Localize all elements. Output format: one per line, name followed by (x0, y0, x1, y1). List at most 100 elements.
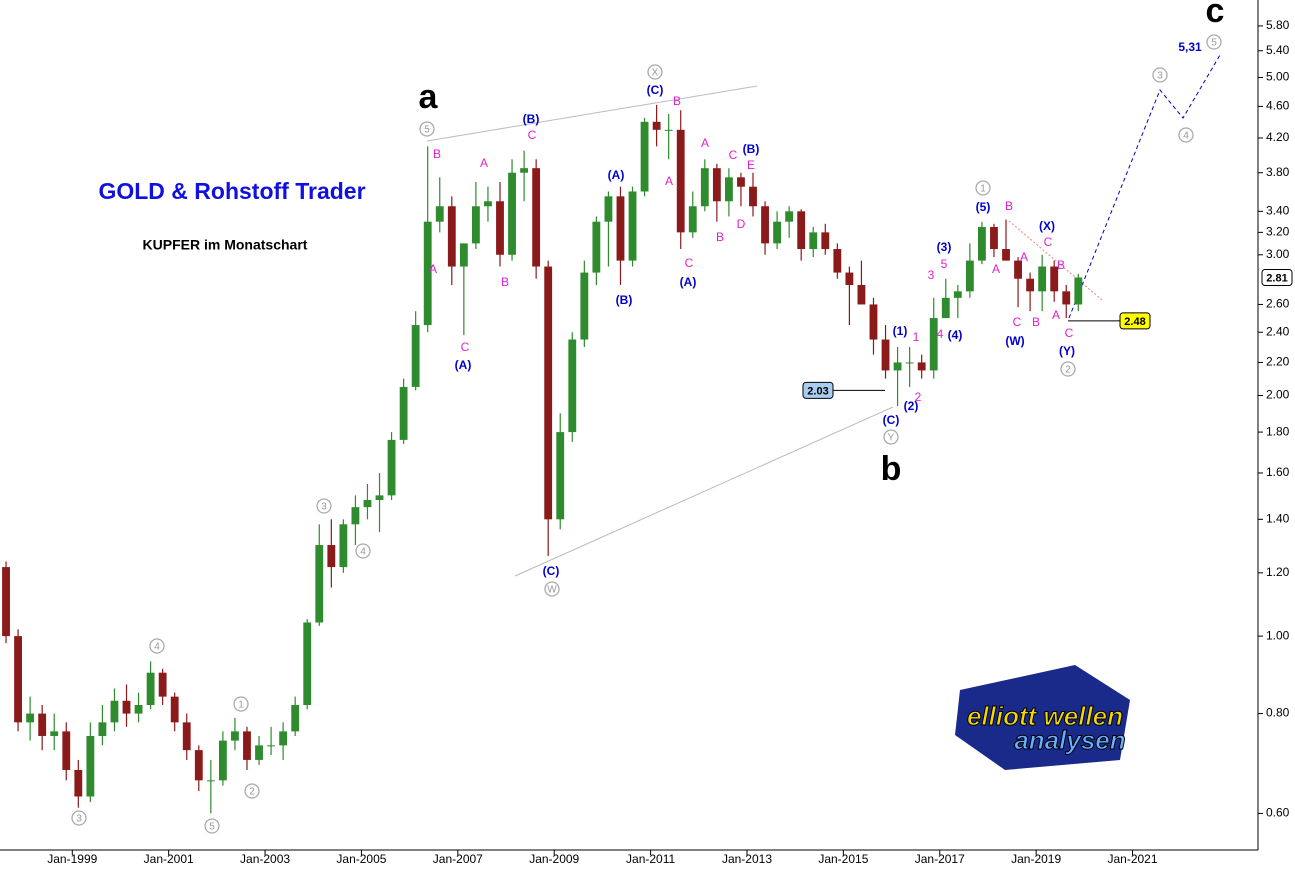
candle-body (580, 272, 589, 340)
x-tick-label: Jan-2013 (722, 852, 772, 866)
wave-label: C (685, 256, 694, 270)
y-tick-label: 1.80 (1266, 424, 1290, 438)
y-tick-label: 1.00 (1266, 628, 1290, 642)
y-tick-label: 2.60 (1266, 297, 1290, 311)
candle-body (218, 740, 227, 781)
wave-label: (A) (608, 168, 625, 182)
candle-body (447, 206, 456, 267)
candle-body (134, 704, 143, 714)
wave-label: C (461, 340, 470, 354)
candle-body (170, 696, 179, 723)
candle-body (1002, 249, 1010, 261)
candle-body (375, 495, 384, 501)
wave-label: C (1013, 315, 1022, 329)
wave-label: 5 (209, 822, 215, 833)
candle-body (1026, 278, 1035, 292)
x-tick-label: Jan-1999 (47, 852, 97, 866)
candle-body (14, 636, 22, 723)
wave-label: A (665, 174, 673, 188)
candle-body (459, 243, 468, 267)
wave-circle (647, 64, 663, 80)
candle-body (387, 439, 396, 496)
candle-body (110, 700, 119, 723)
candle-body (194, 750, 203, 781)
wave-label: B (433, 147, 441, 161)
trend-line (1008, 220, 1103, 301)
candle-body (568, 339, 577, 433)
candle-body (724, 177, 733, 202)
wave-label: 1 (980, 184, 986, 195)
candle-body (785, 211, 794, 222)
candle-body (315, 545, 324, 623)
y-tick-label: 5.00 (1266, 70, 1290, 84)
x-tick-label: Jan-2019 (1011, 852, 1061, 866)
candle-body (435, 206, 444, 222)
candle-body (471, 206, 480, 244)
candle-body (833, 249, 842, 273)
wave-circle (149, 638, 165, 654)
x-tick-label: Jan-2011 (626, 852, 675, 866)
wave-label: (C) (543, 564, 560, 578)
wave-label: C (1044, 235, 1053, 249)
candle-body (122, 700, 131, 714)
wave-label: 4 (937, 327, 944, 341)
wave-label: 2 (915, 390, 922, 404)
wave-circle (544, 581, 560, 597)
price-label: 2.81 (1266, 272, 1287, 284)
candle-body (749, 186, 757, 207)
wave-circle (244, 783, 260, 799)
candle-body (905, 362, 914, 364)
candle-body (158, 672, 167, 697)
wave-label: B (1057, 258, 1065, 272)
candle-body (676, 129, 685, 233)
candle-body (941, 297, 950, 319)
wave-label: (B) (523, 112, 540, 126)
x-tick-label: Jan-2009 (529, 852, 579, 866)
candle-body (496, 201, 504, 255)
y-tick-label: 4.20 (1266, 130, 1290, 144)
candle-body (965, 260, 974, 292)
wave-label: B (716, 230, 724, 244)
candle-body (74, 769, 83, 797)
y-tick-label: 5.40 (1266, 43, 1290, 57)
candle-body (712, 168, 721, 202)
candle-body (1050, 266, 1059, 292)
candle-body (86, 735, 95, 797)
wave-label: (B) (616, 293, 633, 307)
candle-body (990, 226, 998, 250)
candle-body (556, 432, 565, 520)
price-box (1119, 312, 1151, 330)
wave-label: 1 (238, 700, 244, 711)
candle-body (881, 339, 890, 371)
candle-body (62, 731, 71, 770)
candle-body (664, 129, 673, 131)
candle-body (737, 177, 745, 187)
candle-body (640, 121, 649, 192)
wave-label: (X) (1039, 219, 1055, 233)
wave-label: (2) (904, 399, 919, 413)
candle-body (821, 232, 830, 250)
candle-body (50, 731, 59, 736)
candle-body (544, 266, 553, 520)
y-tick-label: 2.00 (1266, 388, 1290, 402)
wave-label: B (501, 275, 509, 289)
wave-label: E (747, 158, 755, 172)
wave-label: 3 (928, 268, 935, 282)
wave-label: (Y) (1059, 344, 1075, 358)
wave-label: (3) (937, 240, 952, 254)
x-tick-label: Jan-2021 (1107, 852, 1157, 866)
candle-body (327, 545, 336, 568)
wave-label: 4 (360, 547, 366, 558)
wave-label: 4 (1183, 131, 1189, 142)
wave-label: c (1206, 0, 1225, 30)
wave-circle (975, 180, 991, 196)
wave-label: C (528, 128, 537, 142)
chart-title: GOLD & Rohstoff Trader (98, 178, 365, 204)
candle-body (26, 713, 35, 723)
candle-body (206, 780, 215, 782)
candle-body (423, 221, 432, 326)
candle-body (953, 291, 962, 298)
candle-body (231, 731, 239, 741)
wave-label: A (480, 156, 488, 170)
